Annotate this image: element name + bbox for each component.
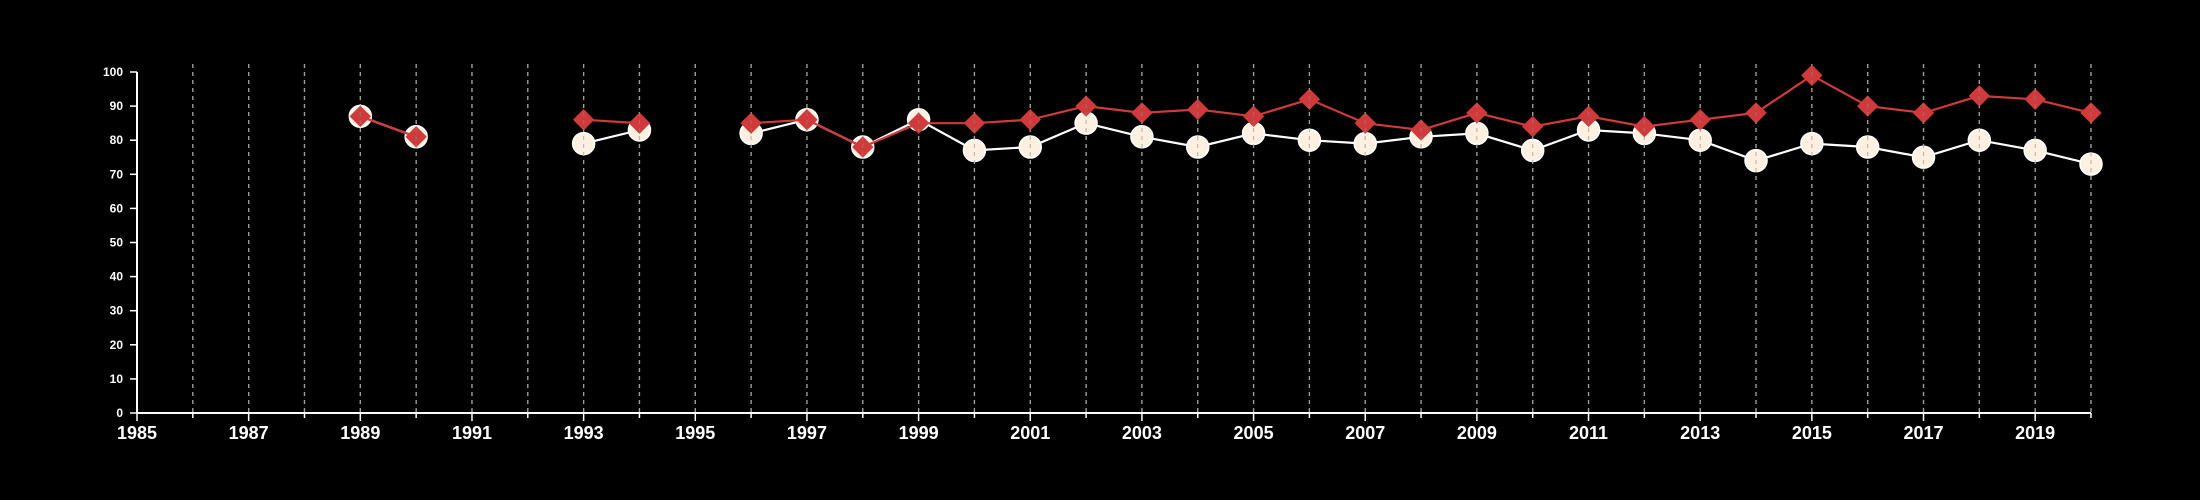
x-tick-label-2007: 2007: [1345, 423, 1385, 443]
x-tick-label-2011: 2011: [1569, 423, 1608, 443]
series-1-point-1989: [349, 105, 372, 128]
series-0-circle: [348, 104, 2103, 176]
y-tick-label-70: 70: [110, 167, 124, 181]
x-tick-label-2015: 2015: [1792, 423, 1832, 443]
x-tick-label-2009: 2009: [1457, 423, 1497, 443]
x-tick-label-1999: 1999: [899, 423, 939, 443]
series-1-diamond: [349, 64, 2102, 158]
y-tick-label-20: 20: [110, 338, 124, 352]
data-series: [348, 64, 2103, 176]
y-tick-label-80: 80: [110, 133, 124, 147]
y-tick-label-60: 60: [110, 201, 124, 215]
x-tick-label-1995: 1995: [675, 423, 715, 443]
series-1-point-2010: [1522, 115, 1544, 138]
x-tick-label-2013: 2013: [1680, 423, 1720, 443]
x-tick-label-2017: 2017: [1903, 423, 1943, 443]
x-tick-label-2003: 2003: [1122, 423, 1162, 443]
x-tick-label-2019: 2019: [2015, 423, 2055, 443]
y-tick-label-50: 50: [110, 236, 124, 250]
x-tick-label-1985: 1985: [117, 423, 157, 443]
series-1-point-2005: [1242, 105, 1265, 128]
y-tick-label-0: 0: [116, 406, 123, 420]
x-tick-label-1991: 1991: [452, 423, 492, 443]
tick-labels: 1985 1987 1989 1991 1993 1995 1997 1999 2001 2003…: [103, 65, 2055, 443]
grid-overlay: [192, 64, 2092, 413]
series-1-point-2011: [1577, 105, 1600, 128]
x-tick-label-2005: 2005: [1234, 423, 1274, 443]
series-0-point-2017: [1911, 145, 1936, 169]
series-0-point-2000: [962, 138, 987, 163]
series-1-point-2004: [1187, 98, 1209, 121]
series-0-point-2019: [2023, 138, 2047, 163]
y-tick-label-10: 10: [110, 372, 124, 386]
series-0-point-2015: [1800, 131, 1824, 156]
series-0-point-1993: [571, 131, 596, 156]
series-0-point-2007: [1353, 131, 1377, 156]
y-tick-label-30: 30: [110, 304, 124, 318]
y-tick-label-40: 40: [110, 270, 124, 284]
x-tick-label-1989: 1989: [340, 423, 380, 443]
y-tick-label-100: 100: [103, 65, 123, 79]
x-tick-label-2001: 2001: [1010, 423, 1050, 443]
x-tick-label-1993: 1993: [564, 423, 604, 443]
series-1-line-segment-0: [359, 115, 417, 138]
x-tick-label-1997: 1997: [787, 423, 827, 443]
x-tick-label-1987: 1987: [229, 423, 269, 443]
axes: [130, 71, 2092, 421]
series-0-point-2009: [1465, 121, 1489, 146]
y-tick-label-90: 90: [110, 99, 124, 113]
series-0-point-2010: [1520, 138, 1545, 163]
